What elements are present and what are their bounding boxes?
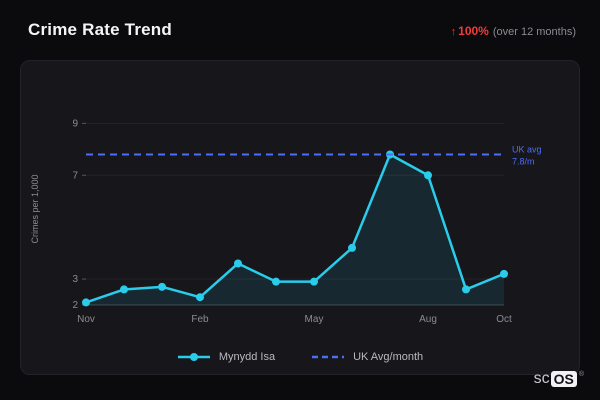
trend-caption: (over 12 months): [492, 26, 576, 38]
page-title: Crime Rate Trend: [28, 20, 172, 39]
header: Crime Rate Trend ↑ 100% (over 12 months): [28, 20, 576, 40]
svg-text:UK avg: UK avg: [512, 145, 542, 155]
svg-text:Feb: Feb: [191, 314, 209, 325]
trend-value: 100%: [458, 24, 489, 38]
chart-legend: Mynydd Isa UK Avg/month: [21, 351, 579, 363]
dashed-line-swatch-icon: [312, 355, 345, 359]
scos-logo: sc OS ®: [534, 371, 584, 387]
legend-item-mynydd-isa: Mynydd Isa: [177, 351, 275, 363]
legend-label: Mynydd Isa: [218, 351, 276, 363]
legend-item-uk-avg: UK Avg/month: [311, 351, 423, 363]
up-arrow-icon: ↑: [450, 26, 457, 38]
svg-text:Crimes per 1,000: Crimes per 1,000: [30, 174, 40, 243]
svg-text:7.8/m: 7.8/m: [512, 157, 535, 167]
chart-card: 2 3 7 9 UK avg 7.8/m Nov Feb May Aug Oct Crimes per…: [20, 60, 580, 375]
svg-text:Nov: Nov: [77, 314, 95, 325]
crime-trend-chart: 2 3 7 9 UK avg 7.8/m Nov Feb May Aug Oct Crimes per…: [30, 118, 542, 325]
svg-text:2: 2: [72, 300, 78, 311]
svg-text:Oct: Oct: [496, 314, 512, 325]
svg-text:9: 9: [72, 118, 78, 129]
trend-stat: ↑ 100% (over 12 months): [451, 24, 576, 38]
legend-label: UK Avg/month: [353, 351, 424, 363]
registered-icon: ®: [578, 371, 584, 378]
svg-text:3: 3: [72, 274, 78, 285]
logo-text: sc: [533, 370, 550, 387]
svg-text:Aug: Aug: [419, 314, 437, 325]
solid-line-swatch-icon: [177, 353, 210, 361]
svg-text:7: 7: [72, 170, 78, 181]
logo-mark: OS: [550, 371, 577, 387]
svg-text:May: May: [305, 314, 324, 325]
